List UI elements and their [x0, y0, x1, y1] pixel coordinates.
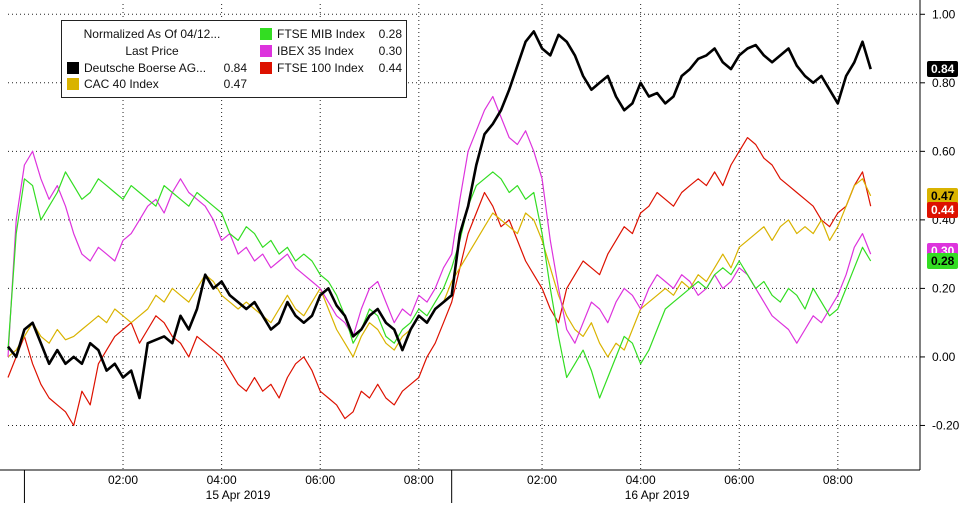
y-tick-label: 0.00 [932, 350, 956, 364]
date-label: 16 Apr 2019 [625, 488, 690, 502]
x-tick-label: 06:00 [305, 473, 335, 487]
last-value-tag: 0.44 [927, 201, 959, 218]
last-value-tag: 0.47 [927, 187, 959, 204]
legend-item-ibex35: IBEX 35 Index [260, 44, 354, 58]
legend-swatch [67, 62, 79, 74]
x-tick-label: 02:00 [108, 473, 138, 487]
legend-value: 0.30 [378, 44, 402, 58]
x-tick-label: 04:00 [207, 473, 237, 487]
series-line-cac-40-index [7, 178, 872, 358]
y-tick-label: 1.00 [932, 7, 956, 21]
legend-subheader: Last Price [125, 44, 179, 58]
legend-label: IBEX 35 Index [277, 44, 354, 58]
x-tick-label: 08:00 [404, 473, 434, 487]
legend-label: FTSE 100 Index [277, 61, 364, 75]
x-tick-label: 06:00 [724, 473, 754, 487]
legend-swatch [260, 28, 272, 40]
legend-value: 0.47 [223, 77, 247, 91]
legend-label: FTSE MIB Index [277, 27, 366, 41]
legend-item-deutsche-boerse: Deutsche Boerse AG... [67, 61, 206, 75]
series-lines [6, 30, 872, 427]
legend-swatch [260, 45, 272, 57]
y-tick-label: 0.80 [932, 76, 956, 90]
series-line-deutsche-boerse-ag [6, 30, 872, 400]
legend-item-ftse100: FTSE 100 Index [260, 61, 364, 75]
x-tick-label: 04:00 [626, 473, 656, 487]
legend-label: CAC 40 Index [84, 77, 159, 91]
legend-value: 0.28 [378, 27, 402, 41]
date-label: 15 Apr 2019 [206, 488, 271, 502]
y-tick-label: -0.20 [932, 418, 960, 432]
legend-label: Deutsche Boerse AG... [84, 61, 207, 75]
series-line-ftse-100-index [7, 137, 872, 427]
y-tick-label: 0.60 [932, 144, 956, 158]
legend-value: 0.84 [223, 61, 247, 75]
x-tick-label: 02:00 [527, 473, 557, 487]
legend: Normalized As Of 04/12... Last Price Deu… [61, 20, 407, 98]
last-value-tag: 0.84 [927, 61, 959, 78]
x-axis: 02:00 04:00 06:00 08:00 02:00 04:00 06:00 08:00… [0, 469, 920, 503]
legend-item-cac40: CAC 40 Index [67, 77, 159, 91]
y-tick-label: 0.20 [932, 281, 956, 295]
series-line-ftse-mib-index [7, 171, 872, 399]
legend-value: 0.44 [378, 61, 402, 75]
legend-header: Normalized As Of 04/12... [83, 27, 221, 41]
last-value-tag: 0.28 [927, 252, 959, 269]
legend-item-ftse-mib: FTSE MIB Index [260, 27, 365, 41]
legend-swatch [260, 62, 272, 74]
x-tick-label: 08:00 [823, 473, 853, 487]
legend-swatch [67, 78, 79, 90]
